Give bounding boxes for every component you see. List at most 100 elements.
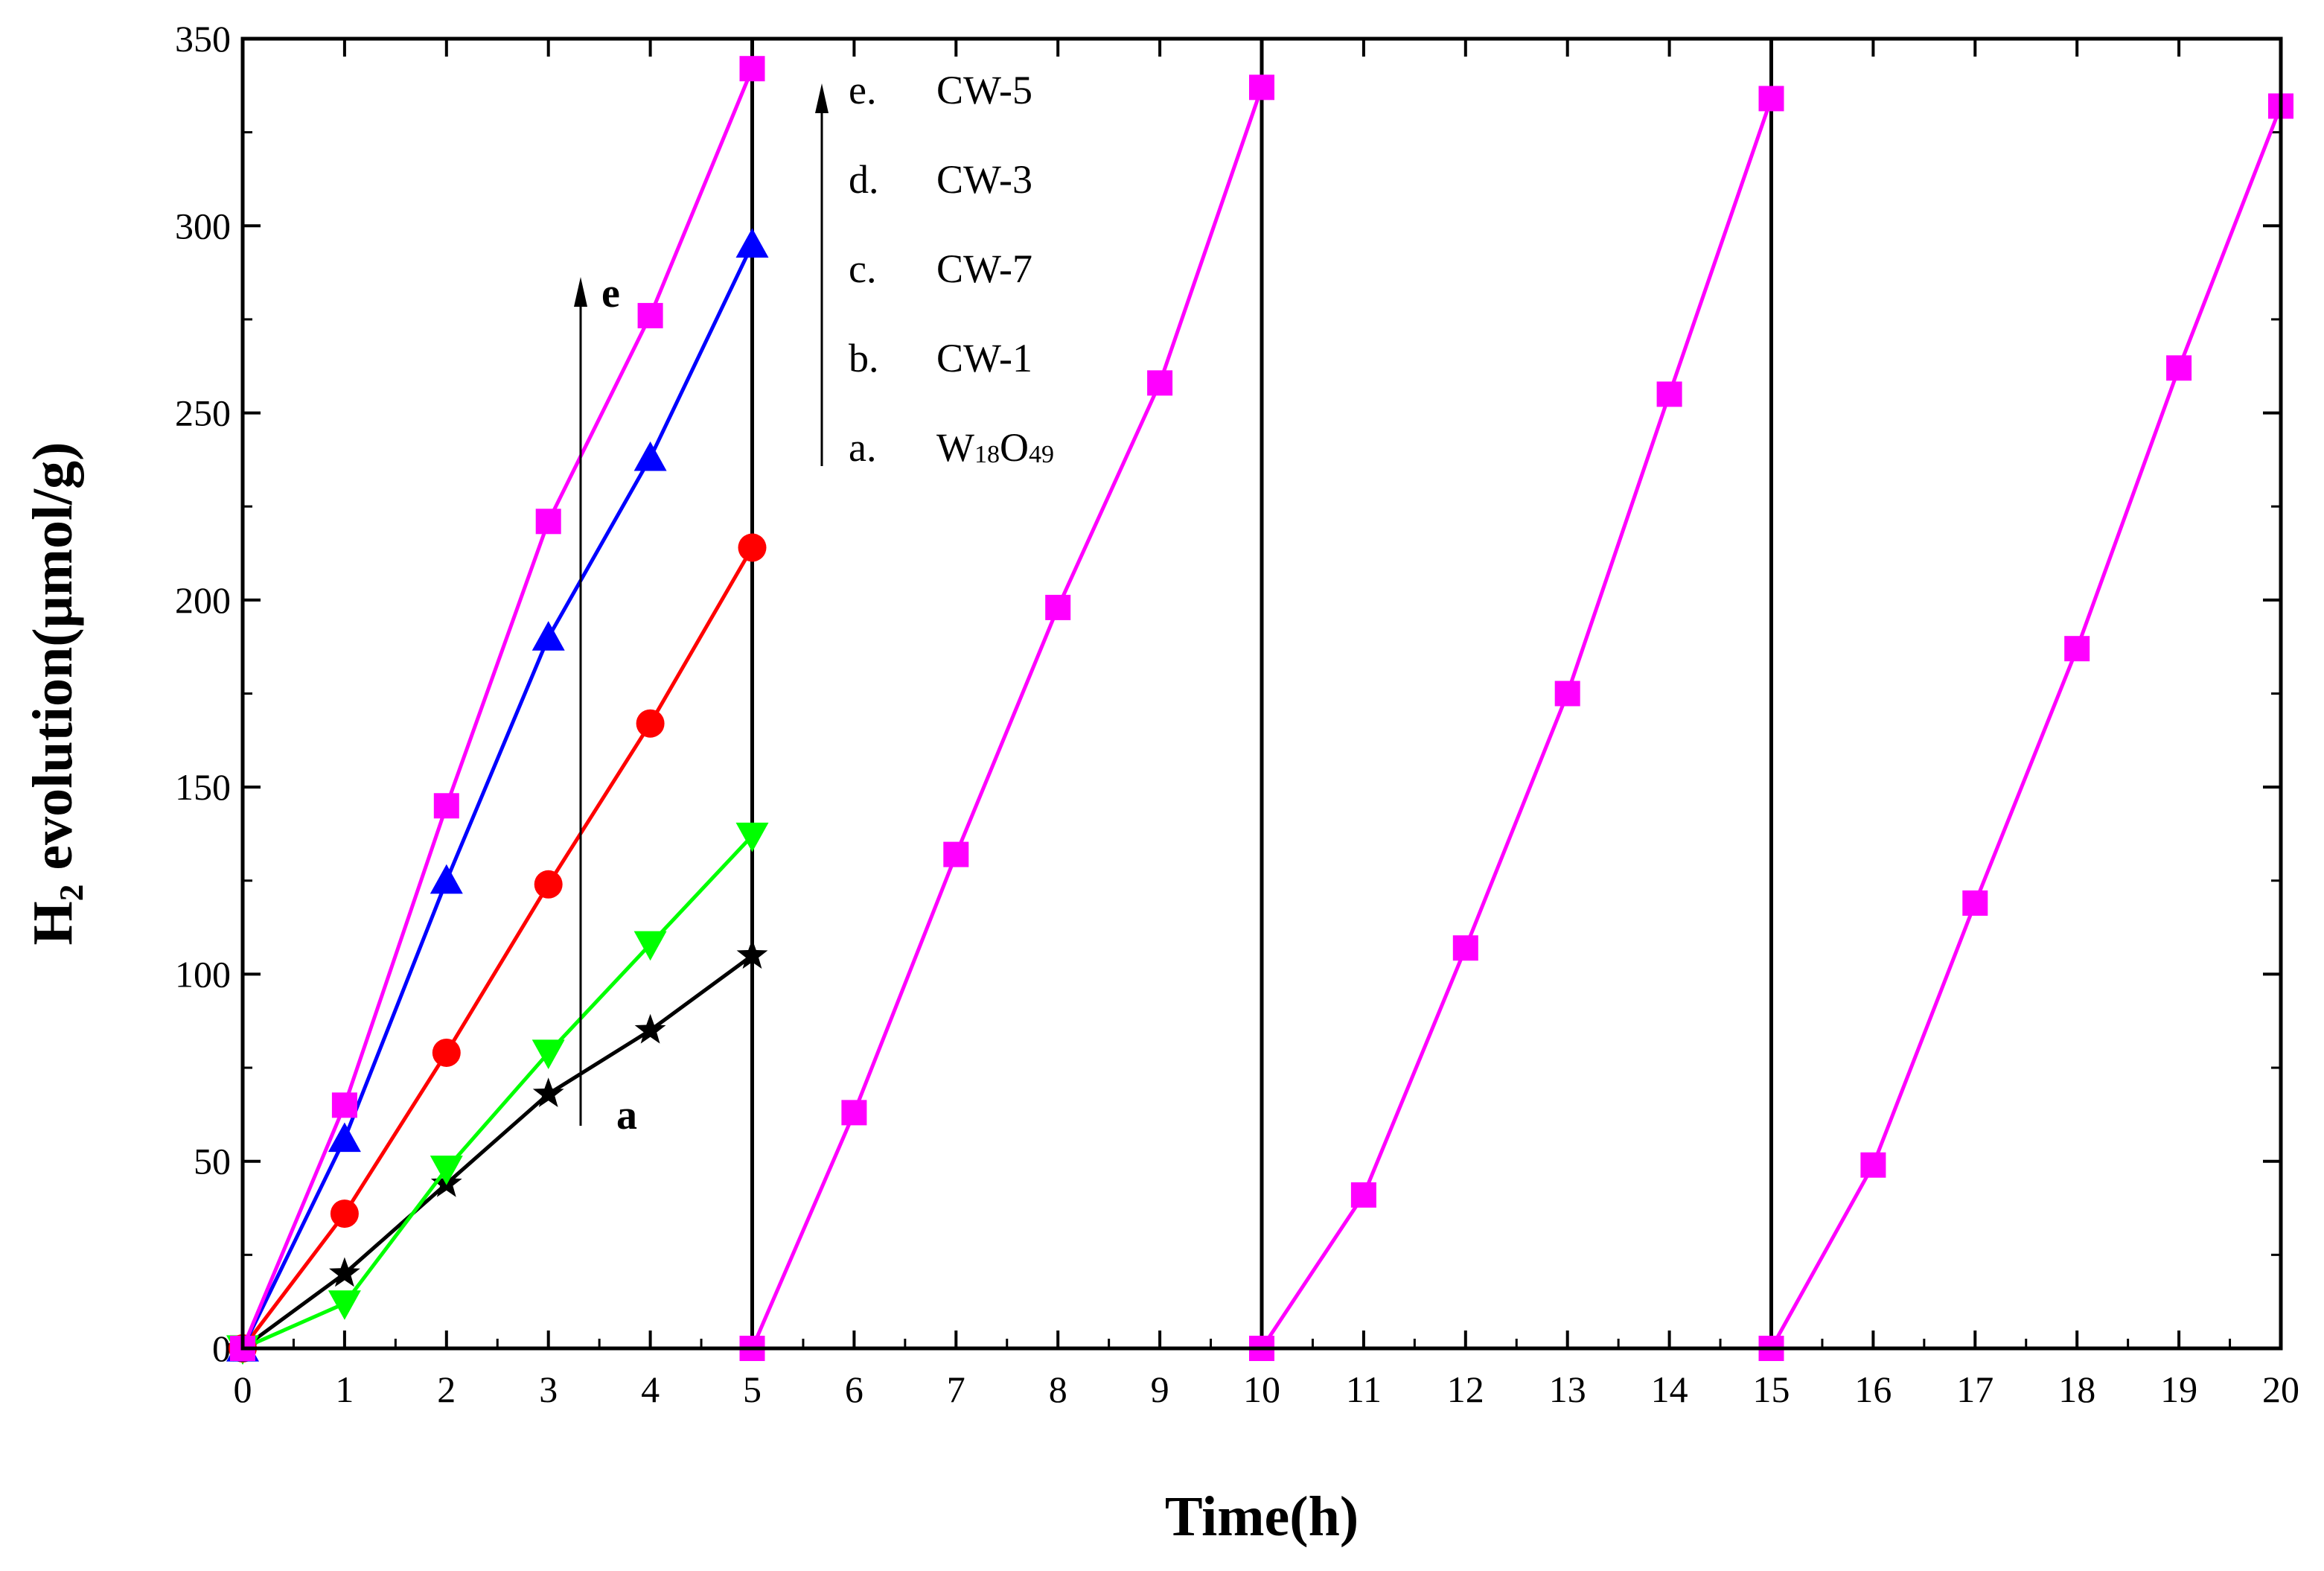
- x-tick-label: 13: [1549, 1368, 1586, 1410]
- legend-prefix: b.: [849, 336, 879, 380]
- data-point: [735, 228, 769, 258]
- data-point: [1147, 370, 1173, 396]
- data-point: [430, 1156, 463, 1185]
- y-axis: 0 50 100 150 200 250 300 350: [175, 18, 2281, 1369]
- series-c: [229, 533, 767, 1363]
- data-point: [1452, 935, 1478, 961]
- legend-label: CW-3: [936, 157, 1032, 202]
- x-tick-label: 0: [234, 1368, 252, 1410]
- series-a: [227, 939, 768, 1362]
- trend-label-bottom: a: [616, 1092, 637, 1138]
- data-point: [430, 864, 463, 894]
- x-tick-label: 16: [1854, 1368, 1892, 1410]
- series-line-e: [240, 68, 754, 1349]
- data-point: [328, 1122, 361, 1153]
- legend-arrow-head: [815, 83, 829, 113]
- x-tick-label: 14: [1651, 1368, 1688, 1410]
- data-point: [2064, 636, 2090, 662]
- data-point: [1758, 86, 1784, 112]
- legend-prefix: d.: [849, 157, 879, 202]
- data-point: [634, 1013, 666, 1044]
- legend-label-main: CW-3: [936, 157, 1032, 202]
- legend-label-subscript: 49: [1029, 441, 1054, 468]
- legend-label-main: CW-7: [936, 246, 1032, 291]
- data-point: [330, 1199, 359, 1229]
- legend-prefix: a.: [849, 425, 876, 470]
- data-point: [535, 509, 561, 535]
- data-point: [841, 1100, 867, 1126]
- series-b: [226, 822, 769, 1365]
- data-point: [1656, 381, 1682, 407]
- y-tick-label: 150: [175, 766, 231, 808]
- data-point: [739, 56, 765, 82]
- plot-frame: [240, 36, 2283, 1351]
- y-tick-label: 50: [194, 1141, 231, 1182]
- y-axis-title: H₂ evolution(μmol/g): [22, 442, 84, 946]
- legend-label: CW-7: [936, 246, 1032, 291]
- annotations: ea: [574, 270, 637, 1138]
- data-point: [636, 709, 665, 738]
- legend-label-main: O: [1000, 425, 1029, 470]
- x-tick-label: 20: [2262, 1368, 2299, 1410]
- x-tick-label: 8: [1049, 1368, 1067, 1410]
- data-point: [1962, 890, 1988, 916]
- y-tick-label: 350: [175, 18, 231, 60]
- trend-label-top: e: [601, 270, 620, 316]
- x-tick-label: 15: [1753, 1368, 1790, 1410]
- x-tick-label: 5: [743, 1368, 762, 1410]
- data-point: [736, 939, 768, 969]
- series-line-e: [1769, 105, 2283, 1350]
- data-point: [531, 621, 565, 651]
- x-tick-label: 3: [539, 1368, 558, 1410]
- legend-label: W18O49: [936, 425, 1054, 470]
- series-layer: [226, 56, 2293, 1365]
- x-tick-label: 4: [641, 1368, 660, 1410]
- x-axis-title: Time(h): [1165, 1485, 1359, 1548]
- data-point: [943, 841, 969, 867]
- data-point: [1045, 594, 1071, 620]
- legend-prefix: e.: [849, 68, 876, 112]
- legend-label: CW-1: [936, 336, 1032, 380]
- y-tick-label: 200: [175, 579, 231, 621]
- y-tick-label: 300: [175, 205, 231, 246]
- legend-label-main: CW-1: [936, 336, 1032, 380]
- data-point: [1860, 1152, 1886, 1178]
- data-point: [1249, 74, 1274, 101]
- x-tick-label: 1: [335, 1368, 354, 1410]
- legend-prefix: c.: [849, 246, 876, 291]
- series-line-c: [241, 546, 754, 1350]
- trend-arrow-head: [574, 277, 587, 307]
- data-point: [534, 870, 563, 899]
- series-line-b: [241, 834, 754, 1351]
- y-tick-label: 100: [175, 953, 231, 995]
- legend-label-main: W: [936, 425, 974, 470]
- data-point: [329, 1257, 360, 1287]
- data-point: [432, 1038, 461, 1067]
- x-tick-label: 18: [2058, 1368, 2095, 1410]
- legend-label-main: CW-5: [936, 68, 1032, 112]
- cycle-dividers: [750, 39, 1773, 1348]
- y-tick-label: 0: [212, 1328, 231, 1369]
- x-tick-label: 6: [845, 1368, 863, 1410]
- series-line-e: [1260, 98, 1773, 1350]
- x-tick-label: 2: [437, 1368, 456, 1410]
- x-tick-label: 12: [1447, 1368, 1484, 1410]
- legend-label: CW-5: [936, 68, 1032, 112]
- x-tick-label: 7: [947, 1368, 965, 1410]
- data-point: [735, 822, 769, 853]
- legend: e. CW-5 d. CW-3 c. CW-7 b. CW-1 a. W18O49: [815, 68, 1054, 470]
- x-tick-label: 11: [1346, 1368, 1382, 1410]
- x-axis: 0 1 2 3 4 5 6 7 8 9 10 11 12 13 14 15 16 17 18 19 20: [234, 39, 2299, 1410]
- x-tick-label: 10: [1243, 1368, 1280, 1410]
- y-tick-label: 250: [175, 392, 231, 434]
- data-point: [331, 1092, 357, 1118]
- data-point: [1350, 1182, 1376, 1208]
- x-tick-label: 17: [1956, 1368, 1993, 1410]
- legend-label-subscript: 18: [974, 441, 1000, 468]
- data-point: [738, 533, 767, 562]
- series-line-a: [241, 954, 753, 1351]
- data-point: [2166, 355, 2192, 381]
- data-point: [531, 1039, 565, 1069]
- series-line-d: [240, 243, 754, 1350]
